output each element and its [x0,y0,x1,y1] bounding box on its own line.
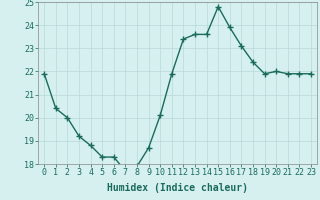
X-axis label: Humidex (Indice chaleur): Humidex (Indice chaleur) [107,183,248,193]
